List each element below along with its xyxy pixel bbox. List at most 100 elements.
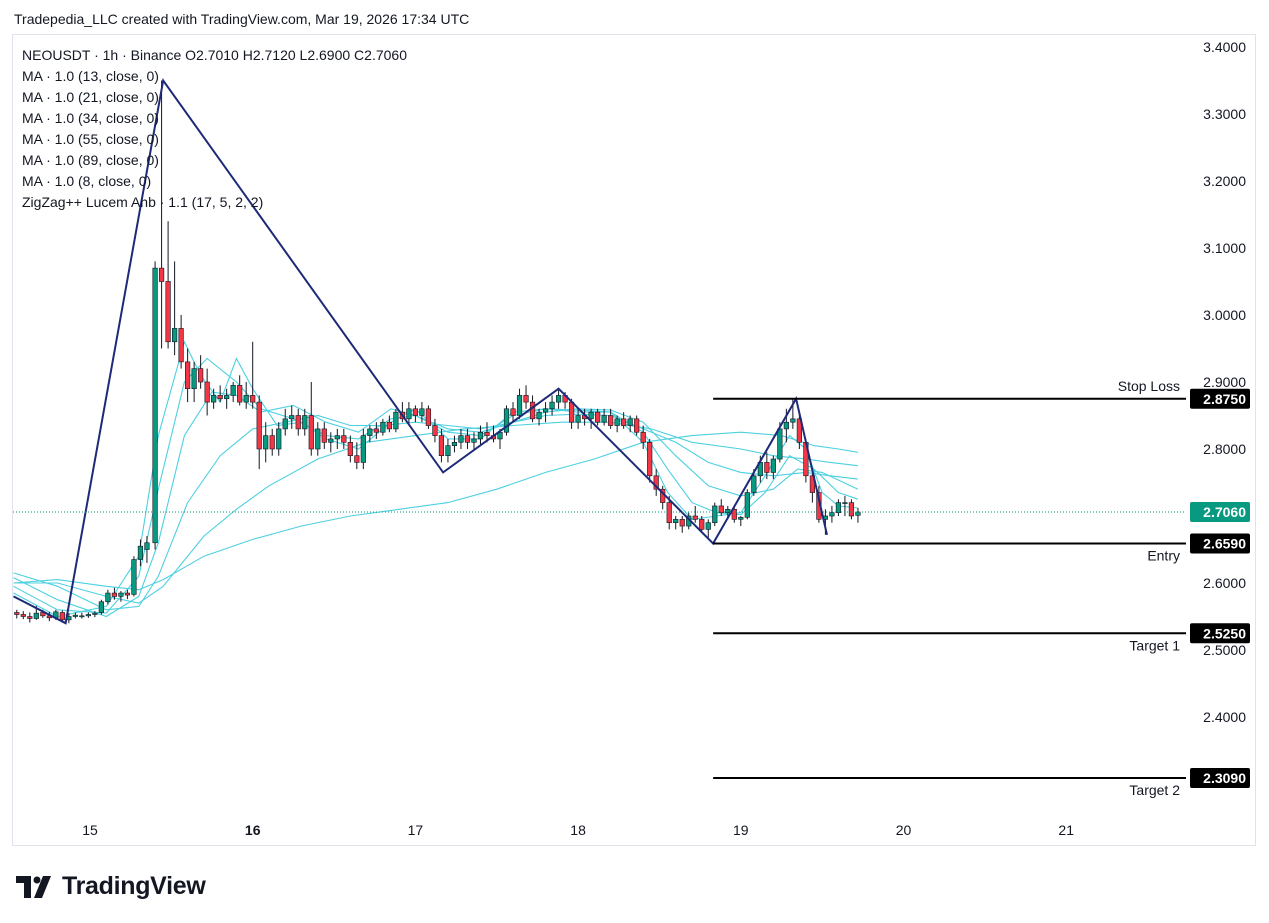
candle-down bbox=[608, 408, 614, 429]
candle-up bbox=[79, 612, 85, 619]
candle-body bbox=[341, 435, 347, 443]
candle-body bbox=[588, 411, 594, 420]
candle-up bbox=[705, 519, 711, 540]
candle-body bbox=[92, 612, 98, 615]
candle-down bbox=[699, 516, 705, 533]
candle-body bbox=[451, 441, 458, 446]
candle-body bbox=[328, 438, 334, 443]
candle-up bbox=[152, 261, 158, 550]
candle-down bbox=[764, 452, 770, 480]
candle-body bbox=[640, 431, 646, 443]
x-tick-label: 20 bbox=[896, 822, 912, 838]
candle-up bbox=[829, 505, 835, 523]
candle-body bbox=[744, 492, 750, 518]
candle-body bbox=[673, 519, 679, 523]
candle-body bbox=[432, 425, 438, 436]
legend-line[interactable]: MA · 1.0 (13, close, 0) bbox=[22, 68, 159, 84]
legend-line[interactable]: ZigZag++ Lucem Anb · 1.1 (17, 5, 2, 2) bbox=[22, 194, 264, 210]
candle-body bbox=[614, 418, 620, 426]
candle-body bbox=[764, 462, 770, 473]
tradingview-logo-text: TradingView bbox=[62, 872, 206, 900]
y-tick-label: 3.0000 bbox=[1203, 307, 1246, 323]
candle-up bbox=[263, 422, 269, 463]
candle-body bbox=[79, 615, 85, 618]
candle-up bbox=[92, 611, 98, 618]
candle-body bbox=[595, 411, 601, 423]
legend-line[interactable]: MA · 1.0 (89, close, 0) bbox=[22, 152, 159, 168]
ma-line bbox=[13, 413, 858, 611]
y-tick-label: 3.2000 bbox=[1203, 173, 1246, 189]
candle-up bbox=[172, 261, 178, 356]
candle-up bbox=[419, 402, 425, 423]
candle-body bbox=[282, 418, 288, 430]
candle-down bbox=[848, 499, 855, 520]
candle-up bbox=[712, 502, 718, 527]
candle-down bbox=[647, 438, 653, 483]
candle-body bbox=[712, 505, 718, 524]
current-price-tag-bg bbox=[1190, 501, 1250, 522]
candle-body bbox=[360, 435, 366, 463]
candle-up bbox=[118, 591, 124, 602]
candle-down bbox=[250, 341, 256, 409]
candle-down bbox=[796, 412, 802, 449]
candle-up bbox=[503, 405, 510, 436]
legend-line[interactable]: MA · 1.0 (34, close, 0) bbox=[22, 110, 159, 126]
candle-up bbox=[588, 408, 594, 429]
candle-body bbox=[178, 328, 184, 363]
candle-up bbox=[614, 415, 620, 433]
level-price-tag: 2.8750 bbox=[1203, 391, 1246, 407]
candle-body bbox=[855, 511, 861, 516]
candle-down bbox=[165, 221, 171, 349]
candle-body bbox=[608, 415, 614, 426]
candle-body bbox=[848, 502, 855, 517]
candle-up bbox=[471, 432, 477, 449]
candle-up bbox=[315, 422, 321, 456]
candle-body bbox=[380, 421, 386, 433]
candle-up bbox=[282, 408, 288, 436]
candle-down bbox=[660, 485, 666, 510]
legend-line[interactable]: MA · 1.0 (8, close, 0) bbox=[22, 173, 152, 189]
candle-up bbox=[367, 425, 373, 443]
legend-header: NEOUSDT · 1h · Binance O2.7010 H2.7120 L… bbox=[22, 47, 407, 63]
candle-up bbox=[477, 425, 484, 446]
candle-body bbox=[137, 545, 144, 560]
candle-body bbox=[172, 328, 178, 343]
ma-line bbox=[13, 340, 858, 618]
legend-line[interactable]: MA · 1.0 (55, close, 0) bbox=[22, 131, 159, 147]
candle-down bbox=[373, 422, 379, 439]
candle-body bbox=[438, 435, 445, 457]
y-tick-label: 2.6000 bbox=[1203, 575, 1246, 591]
candle-body bbox=[699, 519, 705, 530]
candle-body bbox=[738, 517, 744, 520]
candle-down bbox=[621, 412, 627, 429]
candle-up bbox=[230, 382, 236, 403]
candle-down bbox=[308, 382, 314, 456]
axes: 3.4000 3.3000 3.2000 3.1000 3.0000 2.9000 2.80… bbox=[82, 39, 1250, 838]
candle-body bbox=[72, 614, 78, 617]
legend-line[interactable]: MA · 1.0 (21, close, 0) bbox=[22, 89, 159, 105]
candle-body bbox=[263, 435, 269, 450]
tradingview-logo[interactable]: TradingView bbox=[16, 872, 206, 901]
candle-down bbox=[354, 442, 360, 470]
candle-down bbox=[692, 505, 698, 523]
level-name-label: Entry bbox=[1147, 547, 1180, 563]
candle-body bbox=[105, 592, 111, 603]
level-price-tag-bg bbox=[1190, 623, 1250, 644]
candle-body bbox=[224, 395, 230, 400]
candle-body bbox=[144, 542, 150, 550]
candle-down bbox=[269, 428, 275, 456]
candle-up bbox=[98, 599, 104, 615]
level-price-tag-bg bbox=[1190, 388, 1250, 409]
candle-body bbox=[653, 475, 659, 490]
candle-body bbox=[666, 502, 672, 524]
level-name-label: Target 1 bbox=[1129, 637, 1180, 653]
candle-up bbox=[72, 612, 78, 619]
candle-down bbox=[198, 355, 204, 389]
candle-body bbox=[725, 508, 731, 513]
candle-down bbox=[20, 611, 26, 620]
candle-up bbox=[360, 428, 366, 470]
candle-down bbox=[412, 405, 419, 423]
candle-down bbox=[679, 516, 685, 533]
candle-up bbox=[835, 499, 842, 516]
